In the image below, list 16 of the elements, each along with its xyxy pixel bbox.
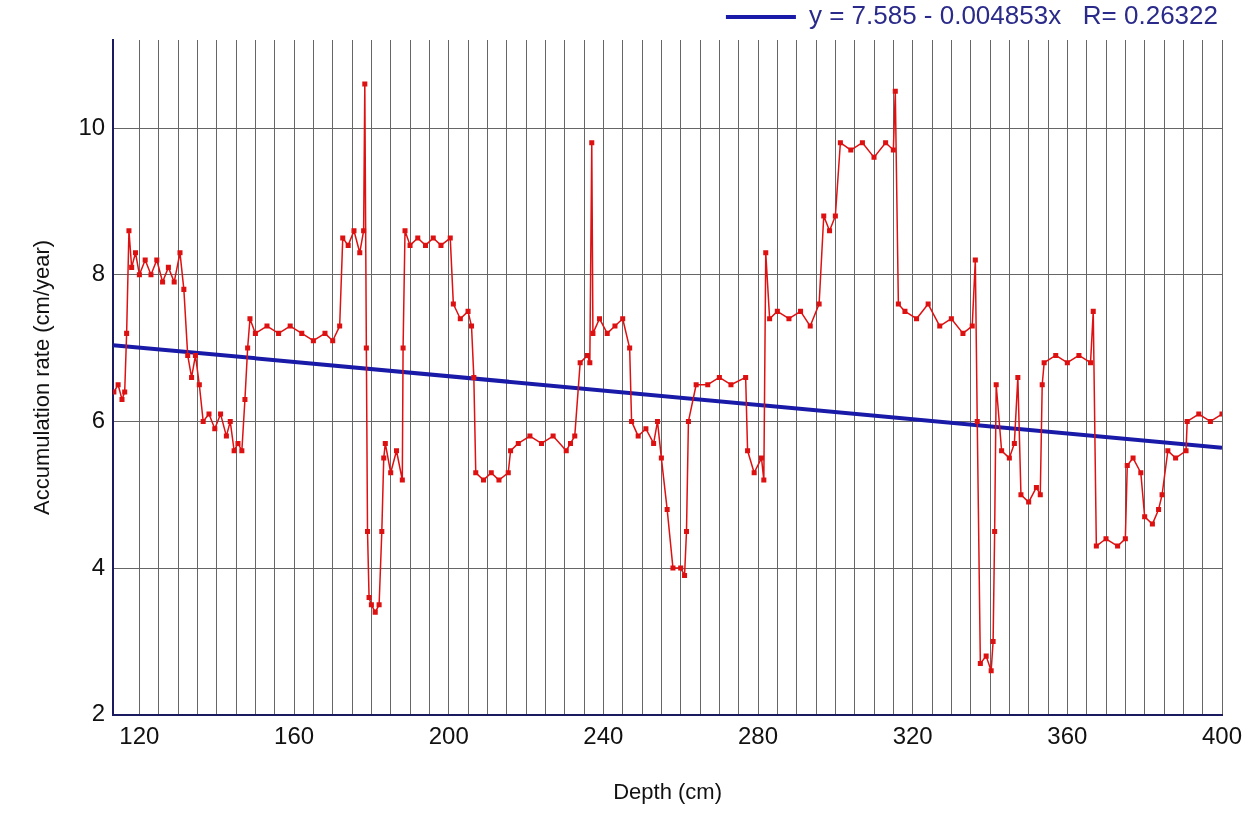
- y-tick-label: 4: [91, 552, 106, 580]
- y-tick-label: 10: [78, 112, 106, 140]
- x-tick-label: 240: [583, 721, 624, 749]
- y-tick-label: 8: [91, 259, 106, 287]
- x-tick-label: 320: [892, 721, 933, 749]
- legend-label: y = 7.585 - 0.004853x R= 0.26322: [808, 0, 1219, 31]
- y-tick-label: 2: [91, 699, 106, 727]
- x-axis-title: Depth (cm): [613, 778, 722, 804]
- x-tick-label: 280: [738, 721, 779, 749]
- y-axis-title: Accumulation rate (cm/year): [29, 239, 55, 515]
- x-tick-label: 160: [274, 721, 315, 749]
- x-tick-label: 120: [119, 721, 160, 749]
- y-tick-label: 6: [91, 406, 106, 434]
- x-tick-label: 200: [428, 721, 469, 749]
- x-tick-label: 400: [1201, 721, 1243, 749]
- x-tick-label: 360: [1047, 721, 1088, 749]
